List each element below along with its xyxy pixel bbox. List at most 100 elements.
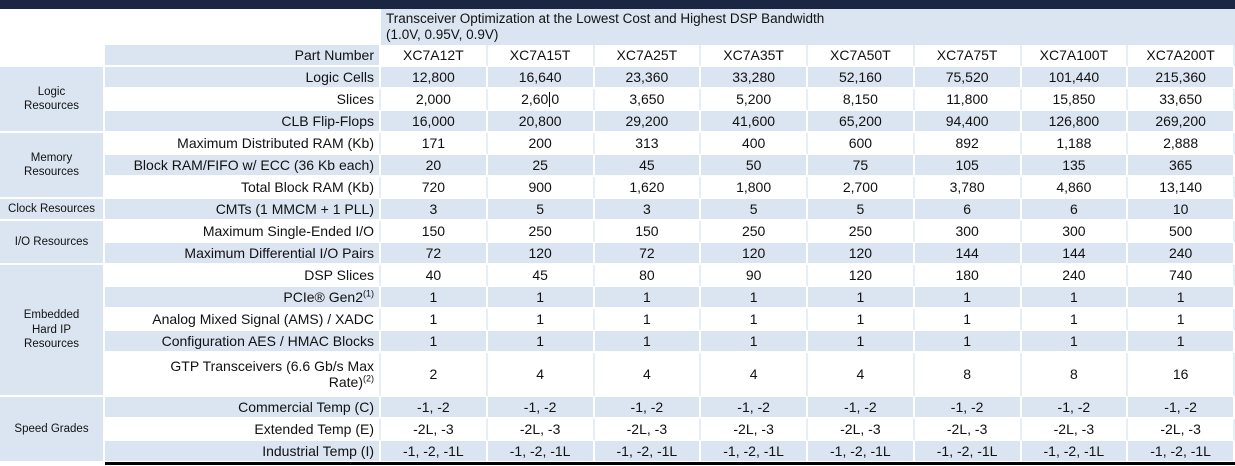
value-cell[interactable]: 2,888	[1128, 133, 1235, 155]
value-cell[interactable]: -1, -2	[594, 397, 702, 419]
value-cell[interactable]: 75	[808, 155, 915, 177]
value-cell[interactable]: 180	[914, 265, 1022, 287]
value-cell[interactable]: 105	[914, 155, 1022, 177]
value-cell[interactable]: -1, -2, -1L	[1021, 441, 1129, 463]
group-label-i-o-resources[interactable]: I/O Resources	[0, 221, 105, 265]
value-cell[interactable]: 5,200	[701, 89, 808, 111]
value-cell[interactable]: 15,850	[1021, 89, 1129, 111]
value-cell[interactable]: 72	[381, 243, 488, 265]
group-label-speed-grades[interactable]: Speed Grades	[0, 397, 105, 463]
value-cell[interactable]: 120	[487, 243, 595, 265]
row-label-commercial-temp-c[interactable]: Commercial Temp (C)	[105, 397, 381, 419]
col-header-xc7a75t[interactable]: XC7A75T	[914, 45, 1022, 67]
value-cell[interactable]: 16,000	[381, 111, 488, 133]
value-cell[interactable]: 4,860	[1021, 177, 1129, 199]
value-cell[interactable]: 1,620	[594, 177, 702, 199]
value-cell[interactable]: -1, -2, -1L	[594, 441, 702, 463]
value-cell[interactable]: 365	[1128, 155, 1235, 177]
col-header-xc7a25t[interactable]: XC7A25T	[594, 45, 702, 67]
row-label-extended-temp-e[interactable]: Extended Temp (E)	[105, 419, 381, 441]
col-header-xc7a50t[interactable]: XC7A50T	[808, 45, 915, 67]
value-cell[interactable]: 33,280	[701, 67, 808, 89]
value-cell[interactable]: 1	[1021, 309, 1129, 331]
value-cell[interactable]: 150	[594, 221, 702, 243]
value-cell[interactable]: 8,150	[808, 89, 915, 111]
table-title-cell[interactable]: Transceiver Optimization at the Lowest C…	[381, 9, 1235, 45]
value-cell[interactable]: 1	[487, 331, 595, 353]
row-label-total-block-ram-kb[interactable]: Total Block RAM (Kb)	[105, 177, 381, 199]
value-cell[interactable]: 10	[1128, 199, 1235, 221]
value-cell[interactable]: 120	[808, 243, 915, 265]
value-cell[interactable]: 29,200	[594, 111, 702, 133]
value-cell[interactable]: -1, -2, -1L	[701, 441, 808, 463]
value-cell[interactable]: 150	[381, 221, 488, 243]
value-cell[interactable]: 1	[1128, 331, 1235, 353]
value-cell[interactable]: 1	[1128, 309, 1235, 331]
value-cell[interactable]: 2,60 0	[487, 89, 595, 111]
value-cell[interactable]: 120	[701, 243, 808, 265]
value-cell[interactable]: 52,160	[808, 67, 915, 89]
value-cell[interactable]: 1	[701, 331, 808, 353]
value-cell[interactable]: 250	[808, 221, 915, 243]
value-cell[interactable]: 4	[594, 353, 702, 397]
row-label-maximum-differential-i-o-pairs[interactable]: Maximum Differential I/O Pairs	[105, 243, 381, 265]
value-cell[interactable]: 269,200	[1128, 111, 1235, 133]
value-cell[interactable]: 90	[701, 265, 808, 287]
value-cell[interactable]: 250	[701, 221, 808, 243]
value-cell[interactable]: 1,188	[1021, 133, 1129, 155]
value-cell[interactable]: 23,360	[594, 67, 702, 89]
value-cell[interactable]: 101,440	[1021, 67, 1129, 89]
value-cell[interactable]: -1, -2	[1128, 397, 1235, 419]
value-cell[interactable]: 75,520	[914, 67, 1022, 89]
value-cell[interactable]: 20,800	[487, 111, 595, 133]
row-label-pcie-gen2[interactable]: PCIe® Gen2(1)	[105, 287, 381, 309]
value-cell[interactable]: -1, -2	[914, 397, 1022, 419]
value-cell[interactable]: -2L, -3	[914, 419, 1022, 441]
value-cell[interactable]: 33,650	[1128, 89, 1235, 111]
row-label-cmts-1-mmcm-1-pll[interactable]: CMTs (1 MMCM + 1 PLL)	[105, 199, 381, 221]
value-cell[interactable]: 65,200	[808, 111, 915, 133]
row-label-configuration-aes-hmac-blocks[interactable]: Configuration AES / HMAC Blocks	[105, 331, 381, 353]
value-cell[interactable]: 500	[1128, 221, 1235, 243]
value-cell[interactable]: 1	[914, 331, 1022, 353]
value-cell[interactable]: -1, -2	[487, 397, 595, 419]
value-cell[interactable]: 3	[381, 199, 488, 221]
row-label-maximum-distributed-ram-kb[interactable]: Maximum Distributed RAM (Kb)	[105, 133, 381, 155]
value-cell[interactable]: 1,800	[701, 177, 808, 199]
value-cell[interactable]: 200	[487, 133, 595, 155]
value-cell[interactable]: -1, -2	[808, 397, 915, 419]
value-cell[interactable]: 6	[1021, 199, 1129, 221]
table-title-line1[interactable]: Transceiver Optimization at the Lowest C…	[386, 11, 825, 26]
value-cell[interactable]: -2L, -3	[808, 419, 915, 441]
value-cell[interactable]: 11,800	[914, 89, 1022, 111]
value-cell[interactable]: 240	[1021, 265, 1129, 287]
value-cell[interactable]: 171	[381, 133, 488, 155]
value-cell[interactable]: 1	[701, 309, 808, 331]
value-cell[interactable]: 900	[487, 177, 595, 199]
group-label-memory-resources[interactable]: Memory Resources	[0, 133, 105, 199]
value-cell[interactable]: 740	[1128, 265, 1235, 287]
col-header-xc7a200t[interactable]: XC7A200T	[1128, 45, 1235, 67]
value-cell[interactable]: 3,650	[594, 89, 702, 111]
part-number-label[interactable]: Part Number	[105, 45, 381, 67]
value-cell[interactable]: -1, -2	[701, 397, 808, 419]
value-cell[interactable]: 94,400	[914, 111, 1022, 133]
value-cell[interactable]: 3	[594, 199, 702, 221]
value-cell[interactable]: 2,000	[381, 89, 488, 111]
value-cell[interactable]: 1	[594, 309, 702, 331]
value-cell[interactable]: 5	[487, 199, 595, 221]
value-cell[interactable]: 1	[914, 309, 1022, 331]
value-cell[interactable]: 1	[808, 287, 915, 309]
value-cell[interactable]: -1, -2, -1L	[487, 441, 595, 463]
value-cell[interactable]: 720	[381, 177, 488, 199]
value-cell[interactable]: 1	[487, 287, 595, 309]
col-header-xc7a15t[interactable]: XC7A15T	[487, 45, 595, 67]
row-label-dsp-slices[interactable]: DSP Slices	[105, 265, 381, 287]
row-label-logic-cells[interactable]: Logic Cells	[105, 67, 381, 89]
value-cell[interactable]: 400	[701, 133, 808, 155]
value-cell[interactable]: 4	[487, 353, 595, 397]
row-label-slices[interactable]: Slices	[105, 89, 381, 111]
value-cell[interactable]: 313	[594, 133, 702, 155]
row-label-block-ram-fifo-w-ecc-36-kb-each[interactable]: Block RAM/FIFO w/ ECC (36 Kb each)	[105, 155, 381, 177]
value-cell[interactable]: -1, -2, -1L	[914, 441, 1022, 463]
